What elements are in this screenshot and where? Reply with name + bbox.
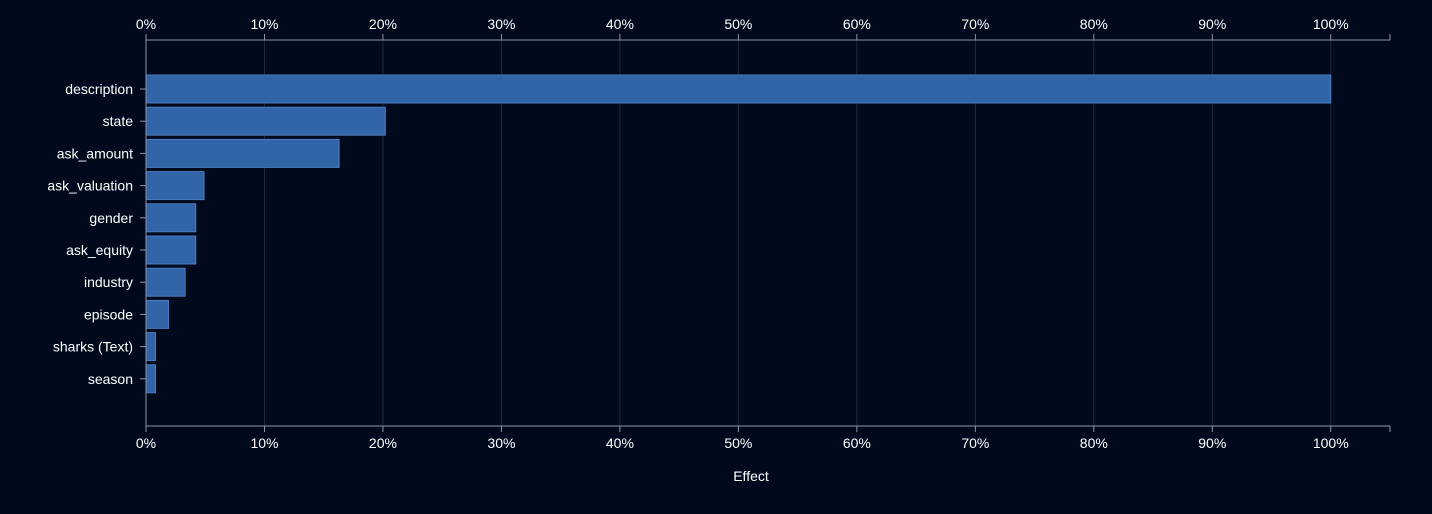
- grid-layer: [263, 40, 1332, 426]
- x-axis-title: Effect: [733, 468, 769, 484]
- bar: [145, 299, 170, 329]
- bar: [145, 332, 156, 362]
- x-tick-label-top: 0%: [136, 16, 156, 32]
- x-tick-label-top: 20%: [369, 16, 397, 32]
- category-label: ask_equity: [66, 242, 133, 258]
- category-label: industry: [84, 274, 133, 290]
- x-tick-label-bottom: 50%: [724, 435, 752, 451]
- category-label: season: [88, 371, 133, 387]
- bar: [145, 171, 205, 201]
- bar: [145, 203, 197, 233]
- x-axis-bottom: 0% 10% 20% 30% 40% 50% 60% 70% 80% 90% 100%: [136, 425, 1391, 451]
- category-label: ask_amount: [57, 145, 133, 161]
- bar: [145, 138, 340, 168]
- x-tick-label-top: 50%: [724, 16, 752, 32]
- x-tick-label-top: 30%: [487, 16, 515, 32]
- category-label: episode: [84, 306, 133, 322]
- x-tick-label-top: 80%: [1080, 16, 1108, 32]
- x-tick-label-bottom: 60%: [843, 435, 871, 451]
- x-tick-label-bottom: 20%: [369, 435, 397, 451]
- x-tick-label-bottom: 30%: [487, 435, 515, 451]
- category-label: description: [65, 81, 133, 97]
- bar: [145, 74, 1332, 104]
- x-tick-label-top: 40%: [606, 16, 634, 32]
- x-tick-label-bottom: 40%: [606, 435, 634, 451]
- bar: [145, 235, 197, 265]
- bars-layer: [145, 74, 1332, 394]
- y-axis: description state ask_amount ask_valuationg…: [47, 40, 147, 426]
- x-tick-label-bottom: 10%: [250, 435, 278, 451]
- x-tick-label-top: 10%: [250, 16, 278, 32]
- x-tick-label-bottom: 0%: [136, 435, 156, 451]
- category-label: state: [103, 113, 134, 129]
- category-label: sharks (Text): [53, 339, 133, 355]
- x-tick-label-bottom: 90%: [1198, 435, 1226, 451]
- bar: [145, 267, 186, 297]
- x-tick-label-top: 60%: [843, 16, 871, 32]
- bar: [145, 106, 386, 136]
- x-tick-label-top: 100%: [1313, 16, 1349, 32]
- x-axis-top: 0% 10% 20% 30% 40% 50% 60% 70% 80% 90% 100%: [136, 16, 1391, 41]
- category-label: gender: [89, 210, 133, 226]
- x-tick-label-bottom: 100%: [1313, 435, 1349, 451]
- x-tick-label-bottom: 70%: [961, 435, 989, 451]
- x-tick-label-bottom: 80%: [1080, 435, 1108, 451]
- category-label: ask_valuation: [47, 178, 133, 194]
- x-tick-label-top: 90%: [1198, 16, 1226, 32]
- bar: [145, 364, 156, 394]
- x-tick-label-top: 70%: [961, 16, 989, 32]
